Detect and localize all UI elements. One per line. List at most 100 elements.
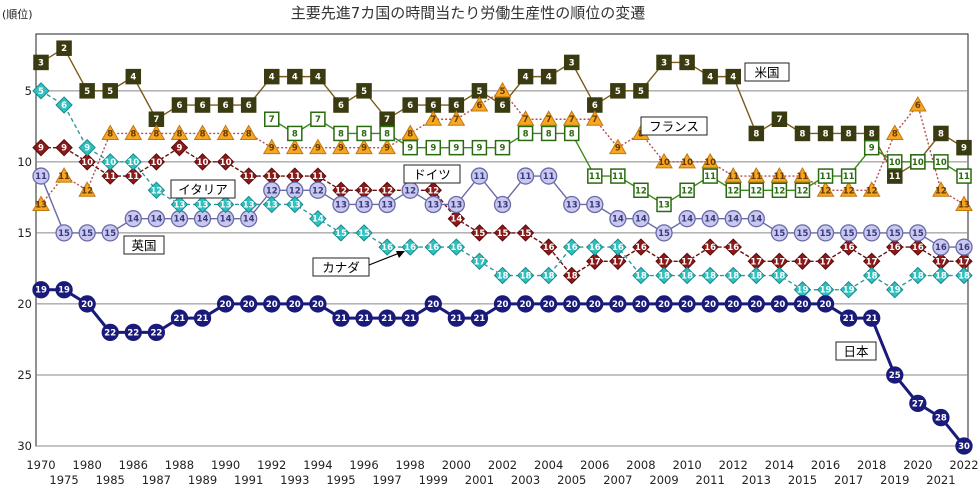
x-tick-label: 1990 [211,458,240,472]
data-label: 8 [892,129,898,139]
data-label: 15 [474,229,486,239]
data-label: 8 [292,129,298,139]
data-point: 10 [887,154,903,170]
data-point: 10 [678,152,696,169]
data-label: 9 [176,144,182,154]
data-point: 13 [32,195,50,211]
x-tick-label: 1986 [119,458,148,472]
data-label: 18 [773,272,785,282]
data-point: 11 [540,167,558,185]
data-point: 12 [725,182,741,199]
data-label: 30 [958,442,970,452]
data-point: 6 [908,96,927,112]
data-label: 16 [958,243,970,253]
data-label: 11 [820,172,832,182]
data-point: 9 [285,138,304,155]
data-label: 9 [384,144,390,154]
data-point: 27 [909,394,927,413]
data-point: 20 [609,295,627,313]
data-point: 6 [333,97,349,113]
data-point: 13 [239,195,258,214]
data-label: 10 [681,158,693,168]
x-tick-label: 2021 [926,473,955,487]
data-point: 25 [886,366,904,384]
data-label: 11 [589,172,601,182]
data-label: 7 [592,115,598,125]
data-point: 20 [216,295,235,313]
data-label: 8 [846,129,852,139]
data-label: 15 [773,229,785,239]
data-label: 20 [635,300,647,310]
x-tick-label: 2004 [534,458,563,472]
data-label: 3 [684,58,690,68]
data-point: 14 [678,210,696,228]
data-label: 13 [958,200,970,210]
data-point: 12 [839,181,858,197]
data-label: 10 [220,158,232,168]
y-tick-label: 10 [17,155,32,169]
y-tick-label: 25 [17,368,32,382]
x-tick-label: 2019 [880,473,909,487]
data-label: 28 [935,414,947,424]
data-label: 20 [289,300,301,310]
series-フランス: 13 11 12 8 8 8 8 8 8 8 9 9 9 9 9 9 8 7 7 6 5 7 7 7 7 9 8 10 10 10 11 11… [32,81,973,211]
data-label: 20 [704,300,716,310]
x-tick-label: 1998 [396,458,425,472]
data-point: 14 [609,210,627,228]
data-label: 8 [823,129,829,139]
data-label: 18 [658,272,670,282]
data-point: 6 [194,97,211,113]
data-label: 8 [800,129,806,139]
data-point: 13 [216,195,235,214]
data-point: 13 [355,195,373,214]
data-point: 17 [609,252,627,271]
data-point: 8 [170,124,189,140]
data-label: 8 [223,129,229,139]
data-label: 20 [520,300,532,310]
data-label: 12 [681,186,693,196]
data-label: 13 [243,200,255,210]
data-label: 14 [197,215,209,225]
data-label: 7 [453,115,459,125]
data-label: 16 [843,243,855,253]
data-label: 10 [935,158,947,168]
data-point: 7 [539,110,558,126]
data-label: 7 [430,115,436,125]
data-point: 16 [447,238,466,256]
data-label: 13 [35,200,47,210]
data-label: 16 [404,243,416,253]
data-label: 8 [107,129,113,139]
data-label: 13 [335,200,347,210]
svg-text:カナダ: カナダ [322,260,360,275]
data-label: 11 [127,172,139,182]
data-label: 7 [569,115,575,125]
data-point: 9 [32,138,50,157]
x-tick-label: 1996 [349,458,378,472]
data-point: 6 [240,97,257,113]
data-point: 8 [333,125,349,142]
data-label: 5 [361,87,367,97]
data-point: 20 [78,295,96,313]
data-label: 13 [589,200,601,210]
data-label: 18 [935,272,947,282]
data-label: 11 [612,172,624,182]
data-label: 15 [104,229,116,239]
data-label: 8 [869,129,875,139]
data-label: 20 [820,300,832,310]
data-point: 5 [32,82,50,100]
data-point: 8 [817,125,834,142]
x-tick-label: 2003 [511,473,540,487]
data-point: 12 [862,181,881,197]
data-label: 7 [546,115,552,125]
data-point: 18 [770,266,789,285]
data-point: 18 [563,266,581,285]
country-label: 米国 [744,62,790,82]
data-label: 12 [866,186,878,196]
data-point: 10 [124,153,143,171]
data-label: 4 [707,73,713,83]
svg-text:英国: 英国 [131,238,156,253]
data-label: 11 [104,172,116,182]
data-point: 11 [610,168,626,184]
data-point: 9 [262,138,281,155]
data-label: 15 [889,229,901,239]
